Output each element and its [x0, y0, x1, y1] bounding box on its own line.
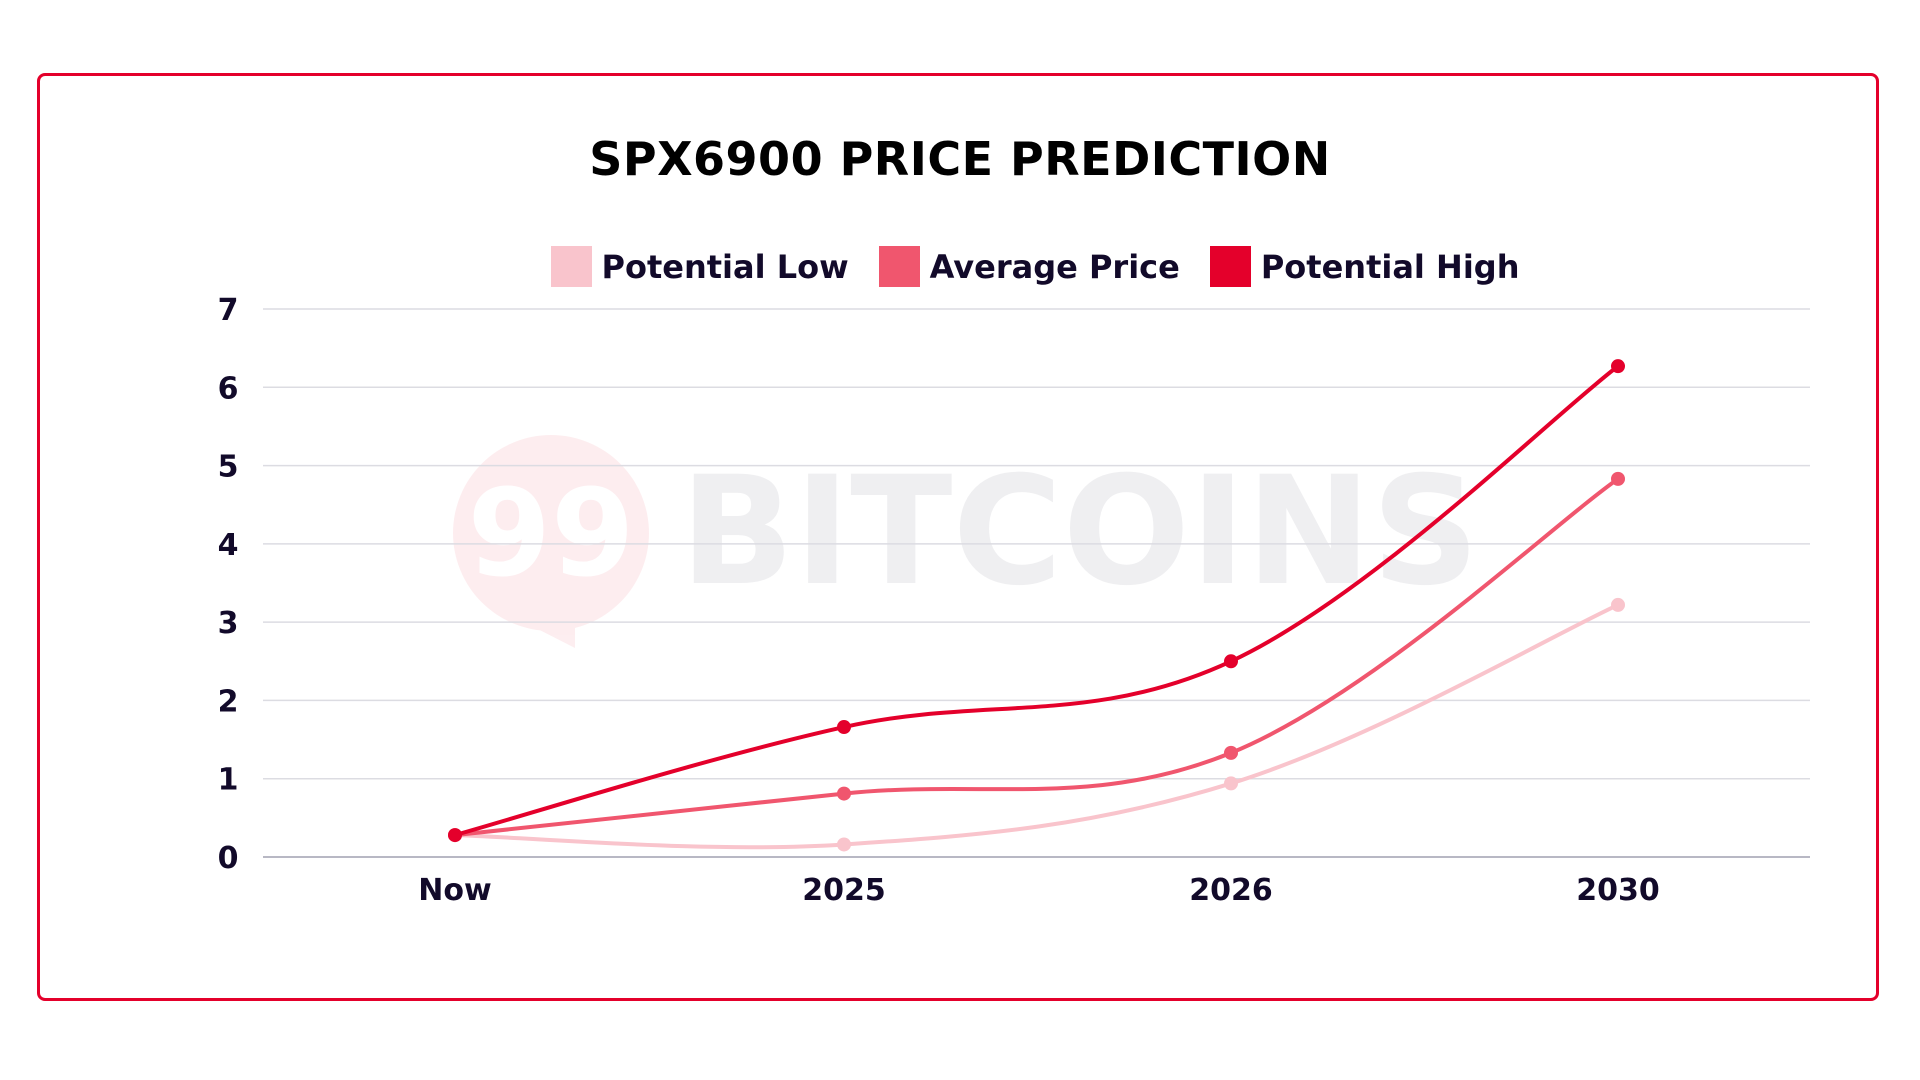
chart-title: SPX6900 PRICE PREDICTION [589, 132, 1331, 186]
data-point [1224, 745, 1238, 760]
x-tick-label: 2026 [1189, 873, 1273, 908]
y-tick-label: 4 [218, 528, 239, 563]
data-point [837, 720, 851, 735]
y-tick-label: 2 [218, 684, 239, 719]
data-point [837, 837, 851, 852]
legend-swatch-average [878, 246, 920, 287]
x-tick-label: Now [418, 873, 491, 908]
watermark-logo: 99 BITCOINS [453, 435, 1479, 648]
legend-item-high: Potential High [1209, 246, 1520, 287]
data-point [1224, 776, 1238, 791]
series-line-0 [454, 603, 1619, 850]
data-point [1224, 654, 1238, 669]
data-point [1611, 359, 1625, 374]
svg-text:BITCOINS: BITCOINS [680, 445, 1479, 619]
legend: Potential Low Average Price Potential Hi… [0, 246, 1920, 287]
svg-text:99: 99 [468, 465, 635, 604]
series-line-1 [454, 477, 1620, 838]
legend-swatch-high [1209, 246, 1251, 287]
y-tick-label: 3 [218, 606, 239, 641]
legend-label-average: Average Price [929, 247, 1180, 286]
y-tick-label: 6 [218, 371, 239, 406]
data-point [1611, 597, 1625, 612]
chart-frame [37, 73, 1879, 1001]
legend-label-high: Potential High [1260, 247, 1520, 286]
y-tick-label: 5 [218, 450, 239, 485]
data-point [1611, 471, 1625, 486]
y-tick-label: 0 [218, 841, 239, 876]
legend-swatch-low [550, 246, 592, 287]
x-tick-label: 2030 [1576, 873, 1660, 908]
legend-item-low: Potential Low [550, 246, 849, 287]
data-point [448, 828, 462, 843]
legend-item-average: Average Price [878, 246, 1180, 287]
y-tick-label: 7 [218, 293, 239, 328]
y-tick-label: 1 [218, 763, 239, 798]
legend-label-low: Potential Low [601, 247, 849, 286]
x-tick-label: 2025 [802, 873, 886, 908]
series-line-2 [454, 364, 1620, 838]
data-point [837, 786, 851, 801]
